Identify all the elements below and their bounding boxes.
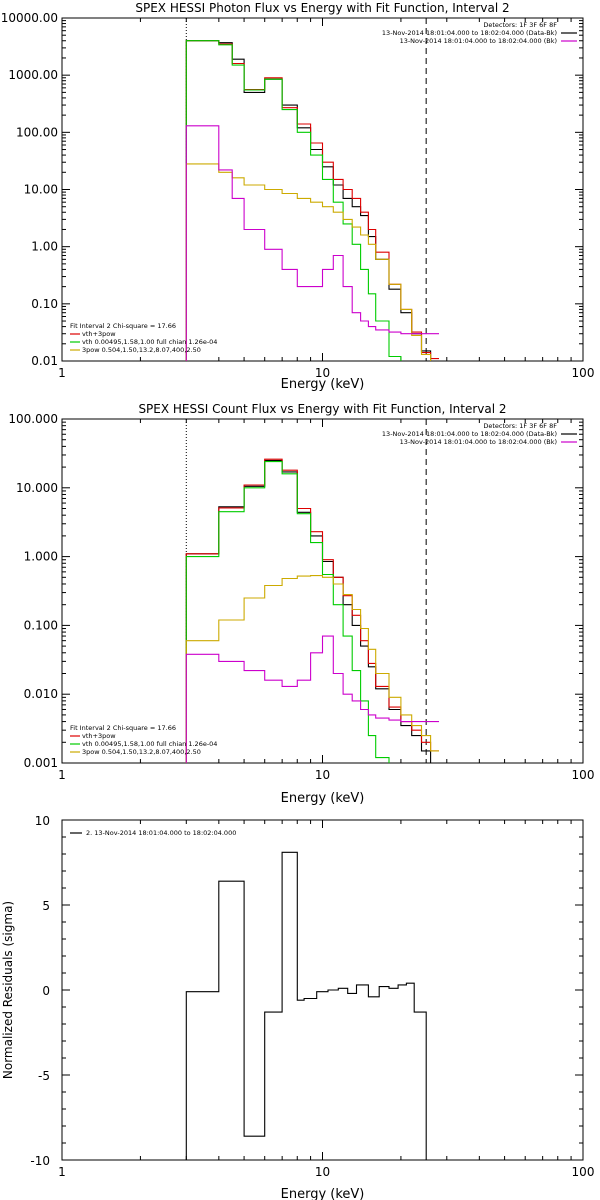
plot-frame <box>61 418 584 764</box>
plot-frame <box>61 819 584 1161</box>
y-tick-label: 0.100 <box>24 618 58 632</box>
y-tick-label: 0.10 <box>31 297 58 311</box>
x-tick-label: 10 <box>315 1165 330 1179</box>
x-tick-label: 10 <box>315 768 330 782</box>
legend-bottomleft-text: 3pow 0.504,1.50,13.2,8.07,400,2.50 <box>82 346 201 354</box>
y-tick-label: 0.01 <box>31 354 58 368</box>
chart-panel-2: SPEX HESSI Count Flux vs Energy with Fit… <box>8 402 594 806</box>
series-line-bk <box>185 635 439 763</box>
y-tick-label: 1000.00 <box>8 68 58 82</box>
x-axis-label: Energy (keV) <box>281 1187 365 1200</box>
y-tick-label: -5 <box>38 1069 50 1083</box>
plot-frame <box>61 17 584 362</box>
chart-panel-1: SPEX HESSI Photon Flux vs Energy with Fi… <box>1 1 595 392</box>
y-tick-label: 0 <box>42 984 50 998</box>
series-line-3pow <box>185 163 439 361</box>
legend-topright-text: Detectors: 1F 3F 6F 8F <box>483 21 557 29</box>
chart-title: SPEX HESSI Count Flux vs Energy with Fit… <box>138 402 506 416</box>
y-tick-label: 0.001 <box>24 756 58 770</box>
legend-topleft-text: 2. 13-Nov-2014 18:01:04.000 to 18:02:04.… <box>86 829 236 837</box>
series-line-vth-3pow <box>185 458 439 763</box>
legend-topright-text: 13-Nov-2014 18:01:04.000 to 18:02:04.000… <box>400 438 557 446</box>
x-tick-label: 10 <box>315 366 330 380</box>
x-axis-label: Energy (keV) <box>281 791 365 806</box>
legend-bottomleft-text: 3pow 0.504,1.50,13.2,8.07,400,2.50 <box>82 748 201 756</box>
series-line-3pow <box>185 575 439 763</box>
x-axis-label: Energy (keV) <box>281 377 365 392</box>
legend-bottomleft-text: vth 0.00495,1.58,1.00 full chian 1.26e-0… <box>82 338 217 346</box>
y-tick-label: 100.000 <box>8 412 58 426</box>
y-tick-label: 1.000 <box>24 550 58 564</box>
y-tick-label: 100.00 <box>16 125 58 139</box>
y-tick-label: 1.00 <box>31 240 58 254</box>
series-line-bk <box>185 125 439 361</box>
y-axis-label: Normalized Residuals (sigma) <box>1 901 15 1079</box>
legend-topright-text: 13-Nov-2014 18:01:04.000 to 18:02:04.000… <box>382 430 557 438</box>
series-line-vth <box>185 40 402 361</box>
legend-topright-text: 13-Nov-2014 18:01:04.000 to 18:02:04.000… <box>382 29 557 37</box>
legend-bottomleft-text: vth+3pow <box>82 732 116 740</box>
series-line-data-bk <box>185 40 439 361</box>
x-tick-label: 1 <box>58 768 66 782</box>
x-tick-label: 1 <box>58 366 66 380</box>
legend-topright-text: Detectors: 1F 3F 6F 8F <box>483 422 557 430</box>
legend-topright-text: 13-Nov-2014 18:01:04.000 to 18:02:04.000… <box>400 37 557 45</box>
y-tick-label: 10000.00 <box>1 11 58 25</box>
y-tick-label: 10.00 <box>24 183 58 197</box>
chart-title: SPEX HESSI Photon Flux vs Energy with Fi… <box>135 1 509 15</box>
y-tick-label: 10 <box>35 814 50 828</box>
series-group <box>185 851 427 1160</box>
y-tick-label: 5 <box>42 899 50 913</box>
series-line-residuals <box>185 851 427 1160</box>
x-tick-label: 100 <box>572 366 595 380</box>
legend-bottomleft-text: Fit Interval 2 Chi-square = 17.66 <box>70 322 176 330</box>
y-tick-label: 0.010 <box>24 687 58 701</box>
x-tick-label: 100 <box>572 1165 595 1179</box>
legend-bottomleft-text: vth+3pow <box>82 330 116 338</box>
y-tick-label: 10.000 <box>16 481 58 495</box>
y-tick-label: -10 <box>30 1154 50 1168</box>
x-tick-label: 100 <box>572 768 595 782</box>
legend-bottomleft-text: vth 0.00495,1.58,1.00 full chian 1.26e-0… <box>82 740 217 748</box>
series-group <box>185 40 439 361</box>
x-tick-label: 1 <box>58 1165 66 1179</box>
chart-panel-3: 1 10 100 Energy (keV) -10 -5 0 5 10 Normalized Re… <box>1 814 594 1200</box>
series-line-vth <box>185 461 390 763</box>
legend-bottomleft-text: Fit Interval 2 Chi-square = 17.66 <box>70 724 176 732</box>
series-group <box>185 458 439 763</box>
